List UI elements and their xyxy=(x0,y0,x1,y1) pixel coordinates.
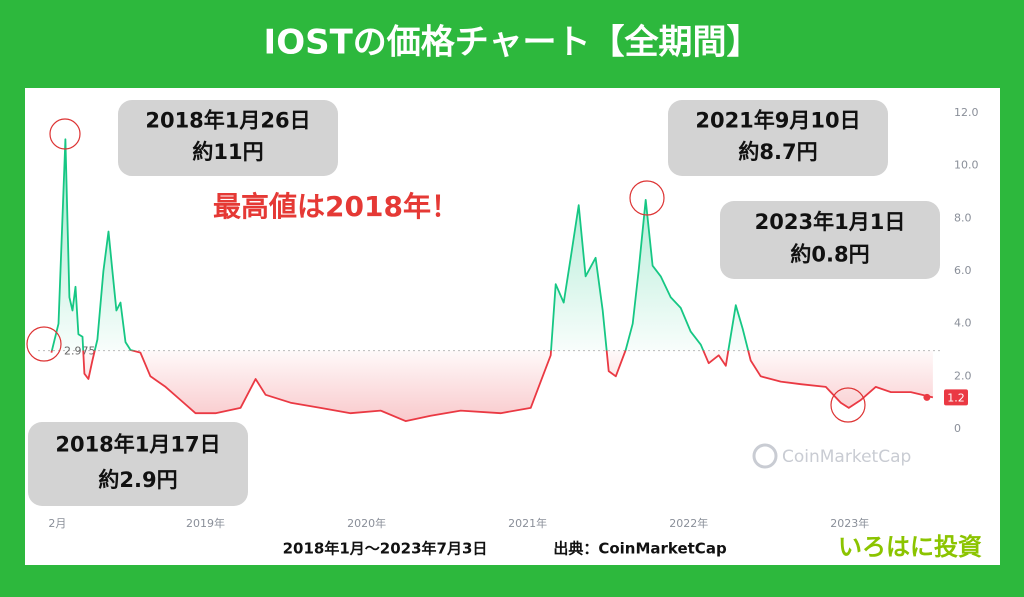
annotation-text: 約2.9円 xyxy=(98,468,177,492)
current-price-label: 1.2 xyxy=(947,391,965,404)
current-price-box xyxy=(944,389,968,406)
source: 出典：CoinMarketCap xyxy=(553,540,727,558)
last-point xyxy=(923,393,931,401)
x-tick-label: 2023年 xyxy=(830,516,869,530)
annotation-text: 2018年1月26日 xyxy=(145,108,310,132)
watermark-logo xyxy=(752,443,778,469)
annotation-text: 2023年1月1日 xyxy=(755,210,906,234)
y-tick-label: 12.0 xyxy=(954,106,979,119)
y-tick-label: 4.0 xyxy=(954,317,972,330)
annotation-box xyxy=(668,100,888,176)
highlight-circle xyxy=(629,180,665,216)
highlight-circle xyxy=(49,118,81,150)
x-tick-label: 2019年 xyxy=(186,516,225,530)
y-tick-label: 8.0 xyxy=(954,211,972,224)
y-tick-label: 10.0 xyxy=(954,159,979,172)
x-tick-label: 2021年 xyxy=(508,516,547,530)
brand: いろはに投資 xyxy=(838,533,982,561)
annotation-text: 約11円 xyxy=(192,140,263,164)
annotation-box xyxy=(28,422,248,506)
annotation-box xyxy=(720,201,940,279)
annotation-text: 約8.7円 xyxy=(738,140,817,164)
annotation-box xyxy=(118,100,338,176)
area xyxy=(51,139,933,422)
highlight-text: 最高値は2018年！ xyxy=(213,190,459,223)
x-tick-label: 2022年 xyxy=(669,516,708,530)
price-line xyxy=(50,138,934,422)
watermark: CoinMarketCap xyxy=(782,447,911,467)
y-tick-label: 6.0 xyxy=(954,264,972,277)
x-tick-label: 2020年 xyxy=(347,516,386,530)
y-tick-label: 2.0 xyxy=(954,369,972,382)
annotation-text: 2021年9月10日 xyxy=(695,108,860,132)
y-tick-label: 0 xyxy=(954,422,961,435)
period: 2018年1月〜2023年7月3日 xyxy=(283,540,488,558)
annotation-text: 2018年1月17日 xyxy=(55,433,220,457)
annotation-text: 約0.8円 xyxy=(790,243,869,267)
highlight-circle xyxy=(830,387,866,423)
highlight-circle xyxy=(26,326,62,362)
chart-title: IOSTの価格チャート【全期間】 xyxy=(264,23,761,63)
plot: 0 2.0 4.0 6.0 8.0 10.0 12.0 2月 2019年 2020年 2021年 20… xyxy=(38,106,979,530)
baseline-label: 2.975 xyxy=(64,345,96,358)
x-tick-label: 2月 xyxy=(48,517,66,530)
